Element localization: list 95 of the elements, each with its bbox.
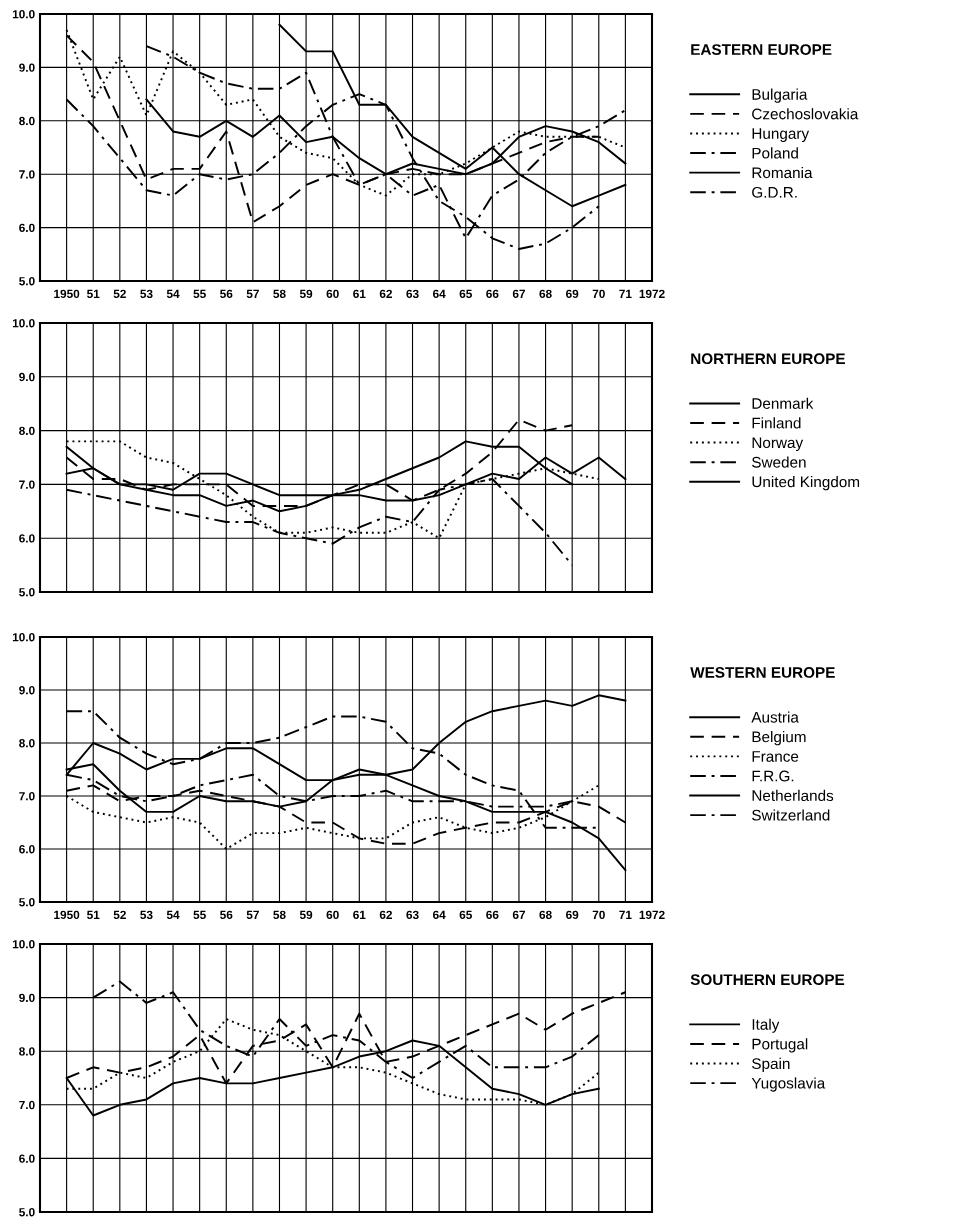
legend-label: Belgium: [752, 731, 806, 746]
x-tick-label: 57: [246, 289, 259, 298]
y-tick-label: 5.0: [19, 588, 35, 597]
x-tick-label: 55: [193, 289, 206, 298]
y-tick-label: 6.0: [19, 223, 35, 232]
x-tick-label: 1950: [54, 910, 80, 919]
y-tick-label: 8.0: [19, 426, 35, 435]
x-tick-label: 66: [486, 289, 499, 298]
x-tick-label: 68: [539, 289, 552, 298]
x-tick-label: 59: [299, 910, 313, 919]
legend-label: Yugoslavia: [751, 1077, 826, 1092]
x-tick-label: 63: [406, 910, 419, 920]
x-tick-label: 56: [220, 910, 233, 919]
x-tick-label: 51: [87, 910, 100, 919]
x-tick-label: 69: [566, 910, 579, 919]
legend-label: Netherlands: [752, 789, 834, 802]
x-tick-label: 69: [566, 289, 579, 298]
legend-label: Romania: [752, 166, 813, 179]
legend-title: NORTHERN EUROPE: [691, 353, 845, 365]
y-tick-label: 9.0: [19, 372, 35, 382]
y-tick-label: 5.0: [19, 277, 35, 286]
x-tick-label: 1950: [54, 289, 80, 298]
x-tick-label: 54: [166, 910, 180, 919]
x-tick-label: 58: [273, 910, 286, 919]
x-tick-label: 52: [113, 289, 126, 298]
legend-label: Poland: [752, 147, 798, 159]
x-tick-label: 57: [246, 910, 259, 919]
x-tick-label: 65: [459, 910, 472, 919]
x-tick-label: 1972: [639, 289, 665, 298]
legend-label: G.D.R.: [752, 186, 797, 198]
x-tick-label: 53: [140, 910, 153, 920]
legend-label: Spain: [752, 1057, 790, 1073]
y-tick-label: 9.0: [19, 993, 35, 1002]
x-tick-label: 66: [486, 910, 499, 919]
legend-label: Bulgaria: [752, 88, 808, 103]
x-tick-label: 51: [87, 289, 100, 298]
x-tick-label: 61: [353, 910, 366, 919]
legend-label: Denmark: [752, 397, 814, 409]
y-tick-label: 9.0: [19, 63, 35, 72]
legend-label: Sweden: [752, 456, 806, 468]
x-tick-label: 62: [379, 289, 393, 298]
legend-label: Austria: [751, 711, 799, 723]
y-tick-label: 10.0: [12, 633, 35, 642]
x-tick-label: 58: [273, 289, 286, 298]
legend-label: Czechoslovakia: [752, 108, 859, 120]
legend-label: Finland: [752, 417, 801, 429]
x-tick-label: 71: [619, 289, 632, 298]
legend-title: SOUTHERN EUROPE: [690, 974, 845, 986]
x-tick-label: 63: [406, 289, 419, 299]
y-tick-label: 7.0: [19, 1100, 35, 1110]
y-tick-label: 6.0: [19, 845, 35, 854]
y-tick-label: 8.0: [19, 1047, 35, 1056]
y-tick-label: 9.0: [19, 686, 35, 695]
y-tick-label: 7.0: [19, 170, 35, 179]
y-tick-label: 7.0: [19, 792, 35, 801]
x-tick-label: 1972: [639, 910, 665, 919]
x-tick-label: 62: [379, 910, 393, 919]
x-tick-label: 67: [512, 910, 525, 919]
x-tick-label: 52: [113, 910, 126, 919]
x-tick-label: 60: [326, 289, 339, 298]
legend-label: Norway: [752, 437, 804, 452]
x-tick-label: 55: [193, 910, 206, 919]
y-tick-label: 5.0: [19, 1208, 35, 1217]
x-tick-label: 61: [353, 289, 366, 298]
legend-label: United Kingdom: [752, 476, 860, 491]
legend-label: France: [752, 751, 799, 762]
legend-label: Portugal: [752, 1038, 808, 1053]
y-tick-label: 7.0: [19, 480, 35, 489]
y-tick-label: 5.0: [19, 898, 35, 907]
y-tick-label: 10.0: [12, 319, 35, 328]
x-tick-label: 60: [326, 910, 339, 919]
legend-label: F.R.G.: [752, 770, 794, 782]
y-tick-label: 8.0: [19, 116, 35, 126]
x-tick-label: 59: [299, 289, 313, 298]
x-tick-label: 68: [539, 910, 552, 919]
y-tick-label: 10.0: [12, 10, 35, 19]
legend-title: WESTERN EUROPE: [690, 667, 835, 678]
y-tick-label: 8.0: [19, 739, 35, 748]
x-tick-label: 71: [619, 910, 632, 919]
x-tick-label: 54: [166, 289, 180, 298]
x-tick-label: 64: [433, 289, 446, 298]
x-tick-label: 56: [220, 289, 233, 298]
legend-label: Italy: [752, 1018, 780, 1033]
x-tick-label: 70: [592, 910, 605, 919]
x-tick-label: 64: [433, 910, 446, 919]
y-tick-label: 10.0: [12, 940, 35, 949]
legend-label: Switzerland: [752, 809, 830, 821]
x-tick-label: 67: [512, 289, 525, 298]
y-tick-label: 6.0: [19, 1154, 35, 1163]
x-tick-label: 53: [140, 289, 153, 299]
y-tick-label: 6.0: [19, 534, 35, 543]
legend-title: EASTERN EUROPE: [691, 44, 832, 55]
legend-label: Hungary: [752, 128, 810, 142]
x-tick-label: 65: [459, 289, 472, 298]
x-tick-label: 70: [592, 289, 605, 298]
